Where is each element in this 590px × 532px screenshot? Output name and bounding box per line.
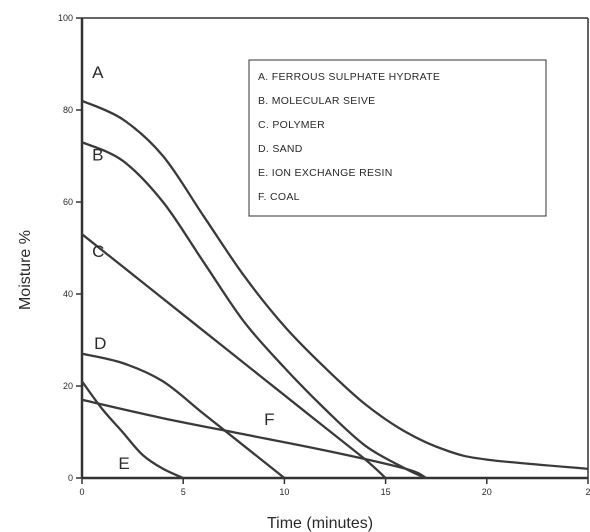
curve-c — [81, 233, 387, 479]
legend-item-a: A. FERROUS SULPHATE HYDRATE — [258, 71, 440, 83]
y-axis-title: Moisture % — [17, 230, 34, 310]
legend-item-e: E. ION EXCHANGE RESIN — [258, 167, 393, 179]
curve-d — [81, 352, 286, 479]
x-tick-label: 5 — [181, 487, 186, 497]
curve-label-e: E — [118, 454, 129, 473]
legend-box — [248, 59, 547, 217]
legend-item-c: C. POLYMER — [258, 119, 325, 131]
curve-label-b: B — [92, 146, 103, 165]
y-tick-label: 20 — [63, 381, 73, 391]
y-tick-label: 0 — [68, 473, 73, 483]
legend-item-b: B. MOLECULAR SEIVE — [258, 95, 375, 107]
x-tick-label: 2 — [585, 487, 590, 497]
curves — [81, 99, 589, 480]
curve-labels: A B C D E F — [92, 63, 274, 473]
legend-item-d: D. SAND — [258, 143, 303, 155]
curve-e — [81, 380, 184, 480]
x-tick-label: 15 — [381, 487, 391, 497]
x-axis-title: Time (minutes) — [267, 515, 373, 532]
curve-f — [81, 398, 427, 480]
axes: 0 20 40 60 80 100 0 5 10 15 20 2 — [58, 13, 590, 497]
curve-label-c: C — [92, 242, 104, 261]
legend: A. FERROUS SULPHATE HYDRATE B. MOLECULAR… — [248, 59, 547, 217]
curve-label-d: D — [94, 334, 106, 353]
y-tick-label: 80 — [63, 105, 73, 115]
x-tick-label: 10 — [279, 487, 289, 497]
curve-label-f: F — [264, 410, 274, 429]
legend-item-f: F. COAL — [258, 191, 300, 203]
x-tick-label: 20 — [482, 487, 492, 497]
x-tick-label: 0 — [79, 487, 84, 497]
curve-b — [81, 141, 427, 480]
curve-label-a: A — [92, 63, 104, 82]
y-tick-label: 40 — [63, 289, 73, 299]
y-tick-label: 100 — [58, 13, 73, 23]
y-tick-label: 60 — [63, 197, 73, 207]
curve-a — [81, 99, 589, 470]
